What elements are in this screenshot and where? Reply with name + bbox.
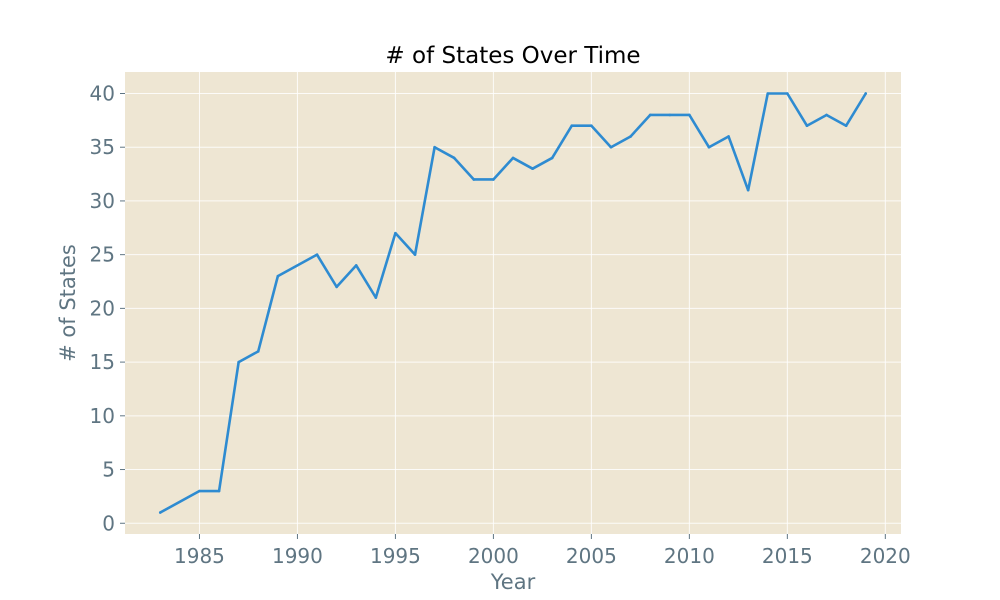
data-point [492, 178, 495, 181]
data-point [746, 188, 750, 192]
data-point [374, 296, 378, 299]
data-point [237, 360, 240, 364]
grid [125, 72, 901, 534]
data-point [531, 167, 534, 170]
data-point [256, 350, 260, 353]
data-point [472, 178, 476, 181]
y-tick-label: 20 [90, 296, 115, 320]
y-tick-label: 10 [90, 404, 115, 428]
data-point [433, 145, 436, 149]
x-tick-label: 1985 [174, 544, 225, 568]
y-axis-label: # of States [56, 244, 80, 362]
data-point [668, 113, 672, 117]
axis-ticks: 1985 1990 1995 2000 2005 2010 2015 2020 0 5 10 15 20… [90, 81, 911, 568]
data-point [276, 274, 280, 278]
x-tick-label: 2015 [762, 544, 813, 568]
data-point [335, 285, 338, 289]
data-point [511, 156, 515, 160]
data-point [570, 124, 574, 128]
y-tick-label: 15 [90, 350, 115, 374]
x-axis-label: Year [490, 570, 536, 594]
x-tick-label: 2020 [860, 544, 911, 568]
y-tick-label: 30 [90, 189, 115, 213]
data-point [786, 92, 789, 95]
data-point [825, 113, 828, 117]
data-point [315, 253, 319, 256]
data-point [198, 489, 201, 493]
data-point [609, 145, 613, 149]
data-point [413, 253, 417, 256]
data-point [158, 511, 162, 514]
data-point [394, 231, 397, 235]
y-tick-label: 25 [90, 243, 115, 267]
y-tick-label: 0 [102, 511, 115, 535]
x-tick-label: 2005 [566, 544, 617, 568]
series-layer [158, 92, 868, 514]
data-point [217, 489, 221, 493]
data-point [844, 124, 848, 128]
x-tick-label: 1995 [370, 544, 421, 568]
y-tick-label: 5 [102, 458, 115, 482]
data-point [452, 156, 456, 160]
y-tick-label: 40 [90, 81, 115, 105]
x-tick-label: 2010 [664, 544, 715, 568]
chart-title: # of States Over Time [385, 43, 640, 69]
data-point [707, 145, 711, 149]
x-tick-label: 2000 [468, 544, 519, 568]
data-point [550, 156, 554, 160]
y-tick-label: 35 [90, 135, 115, 159]
data-point [727, 135, 730, 138]
data-point [648, 113, 652, 117]
data-point [688, 113, 691, 117]
data-point [805, 124, 809, 128]
data-point [766, 92, 770, 95]
plot-area [125, 72, 901, 534]
x-tick-label: 1990 [272, 544, 323, 568]
data-point [590, 124, 593, 128]
data-point [629, 135, 632, 138]
data-point [354, 264, 358, 267]
data-point [864, 92, 868, 95]
